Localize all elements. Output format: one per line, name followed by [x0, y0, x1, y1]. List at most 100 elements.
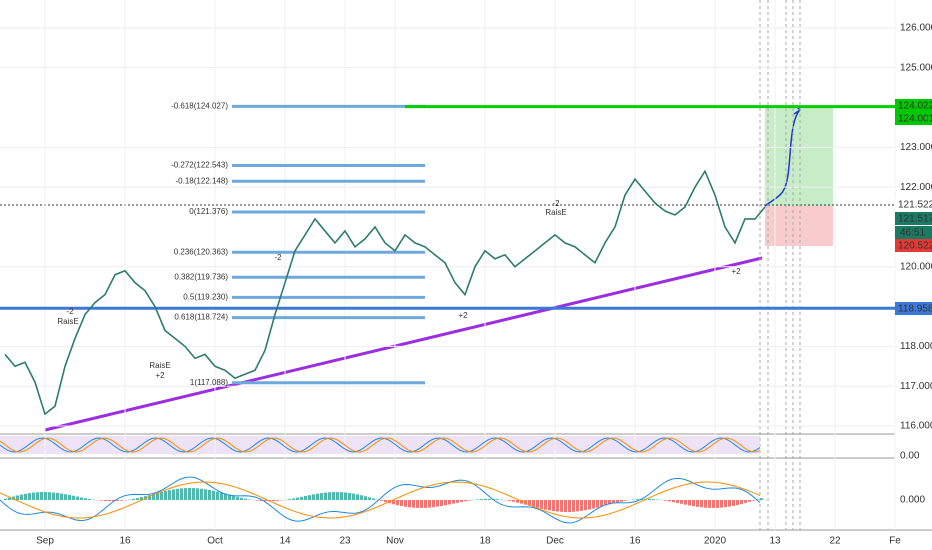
x-tick-label: 23 [339, 536, 351, 547]
histogram-bar [136, 498, 139, 500]
trendline [44, 256, 763, 432]
x-tick-label: 16 [629, 536, 641, 547]
histogram-bar [412, 500, 415, 508]
price-tag [895, 99, 932, 112]
price-tag-label: 121.522 [898, 200, 932, 211]
stochastic-k [0, 437, 761, 453]
signal-marker: +2 [155, 371, 165, 380]
histogram-bar [36, 492, 39, 500]
countdown: 46:51 [900, 228, 925, 239]
histogram-bar [224, 493, 227, 500]
histogram-bar [732, 500, 735, 506]
histogram-bar [520, 500, 523, 504]
price-tag [895, 302, 932, 315]
histogram-bar [692, 500, 695, 507]
signal-line [0, 481, 761, 519]
histogram-bar [736, 500, 739, 505]
signal-marker: +2 [731, 267, 741, 276]
histogram-bar [232, 495, 235, 500]
histogram-bar [680, 500, 683, 504]
fib-label: 0.236(120.363) [174, 247, 229, 256]
histogram-bar [8, 497, 11, 500]
histogram-bar [432, 500, 435, 508]
histogram-bar [740, 500, 743, 504]
histogram-bar [672, 500, 675, 503]
x-tick-label: 13 [769, 536, 781, 547]
histogram-bar [148, 495, 151, 500]
histogram-bar [384, 500, 387, 503]
signal-marker: RaisE [149, 361, 170, 370]
y-tick-label: 116.000 [900, 421, 932, 432]
histogram-bar [304, 495, 307, 500]
signal-marker: -2 [274, 253, 282, 262]
histogram-bar [460, 500, 463, 502]
histogram-bar [184, 488, 187, 500]
stochastic-d [0, 437, 761, 453]
histogram-bar [448, 500, 451, 505]
histogram-bar [568, 500, 571, 512]
histogram-bar [664, 500, 667, 501]
histogram-bar [228, 494, 231, 500]
histogram-bar [576, 500, 579, 512]
indicator-tick-label: 0.000 [900, 495, 925, 506]
y-tick-label: 122.000 [900, 182, 932, 193]
histogram-bar [724, 500, 727, 508]
histogram-bar [24, 493, 27, 500]
signal-marker: +2 [458, 311, 468, 320]
histogram-bar [380, 500, 383, 501]
y-tick-label: 118.000 [900, 341, 932, 352]
histogram-bar [752, 500, 755, 501]
price-tag [895, 239, 932, 252]
histogram-bar [428, 500, 431, 508]
histogram-bar [80, 497, 83, 500]
histogram-bar [528, 500, 531, 506]
histogram-bar [700, 500, 703, 508]
histogram-bar [360, 495, 363, 500]
signal-marker: RaisE [57, 317, 78, 326]
histogram-bar [52, 492, 55, 500]
histogram-bar [476, 499, 479, 500]
histogram-bar [32, 492, 35, 500]
histogram-bar [556, 500, 559, 512]
x-tick-label: 18 [479, 536, 491, 547]
histogram-bar [264, 500, 267, 502]
histogram-bar [396, 500, 399, 506]
x-tick-label: 22 [829, 536, 841, 547]
histogram-bar [40, 492, 43, 500]
histogram-bar [612, 500, 615, 504]
fib-label: -0.618(124.027) [171, 102, 228, 111]
histogram-bar [28, 493, 31, 500]
histogram-bar [544, 500, 547, 510]
histogram-bar [248, 499, 251, 500]
histogram-bar [276, 500, 279, 501]
price-tag [895, 212, 932, 225]
y-tick-label: 117.000 [900, 381, 932, 392]
histogram-bar [336, 492, 339, 500]
histogram-bar [100, 500, 103, 501]
histogram-bar [676, 500, 679, 503]
signal-marker: -2 [552, 199, 560, 208]
histogram-bar [400, 500, 403, 507]
histogram-bar [216, 491, 219, 500]
histogram-bar [312, 494, 315, 500]
fib-label: -0.272(122.543) [171, 161, 228, 170]
histogram-bar [164, 490, 167, 500]
oscillator-band [0, 436, 760, 454]
histogram-bar [356, 494, 359, 500]
histogram-bar [160, 491, 163, 500]
price-tag-label: 118.958 [898, 304, 932, 315]
price-tag-label: 124.022 [898, 101, 932, 112]
histogram-bar [484, 498, 487, 500]
countdown-tag [895, 226, 932, 239]
histogram-bar [620, 500, 623, 502]
histogram-bar [748, 500, 751, 502]
histogram-bar [208, 489, 211, 500]
fib-label: 0(121.376) [189, 207, 228, 216]
histogram-bar [60, 493, 63, 500]
histogram-bar [508, 500, 511, 501]
price-tag-label: 120.522 [898, 241, 932, 252]
fib-label: -0.18(122.148) [176, 176, 229, 185]
histogram-bar [332, 492, 335, 500]
histogram-bar [624, 500, 627, 501]
histogram-bar [440, 500, 443, 506]
